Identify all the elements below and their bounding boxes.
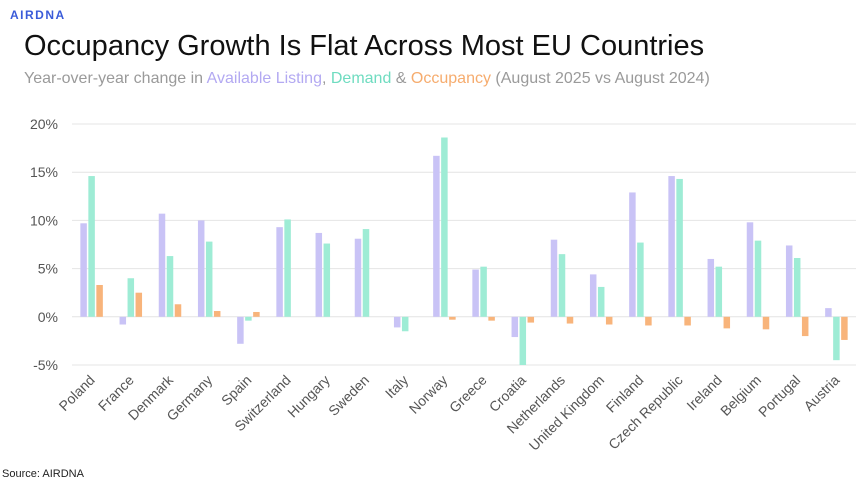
y-tick-label: -5% [33, 357, 58, 373]
bar-demand-ireland [715, 266, 723, 317]
chart-title: Occupancy Growth Is Flat Across Most EU … [24, 30, 705, 62]
bar-occupancy-united-kingdom [605, 316, 613, 325]
bar-demand-austria [833, 316, 840, 361]
bar-available-listing-portugal [785, 245, 793, 317]
bar-occupancy-belgium [762, 316, 770, 330]
bar-occupancy-ireland [723, 316, 731, 329]
bar-demand-hungary [323, 243, 331, 317]
legend-demand: Demand [330, 70, 392, 87]
bar-occupancy-croatia [527, 316, 535, 323]
bar-demand-czech-republic [676, 178, 683, 317]
x-tick-label-poland: Poland [56, 372, 98, 414]
bar-available-listing-czech-republic [668, 176, 675, 317]
y-axis-ticks: -5% 0% 5% 10% 15% 20% [30, 116, 58, 373]
bar-occupancy-spain [253, 311, 260, 317]
bar-available-listing-germany [197, 220, 205, 317]
bar-available-listing-denmark [158, 213, 166, 317]
bar-occupancy-denmark [174, 304, 182, 317]
bar-demand-france [127, 278, 135, 317]
subtitle-suffix: (August 2025 vs August 2024) [490, 70, 710, 87]
bar-available-listing-hungary [315, 232, 323, 317]
x-tick-label-greece: Greece [446, 372, 490, 416]
x-tick-label-spain: Spain [218, 372, 255, 409]
bar-occupancy-germany [213, 311, 221, 317]
x-tick-label-hungary: Hungary [284, 372, 333, 421]
bar-demand-portugal [793, 257, 801, 317]
bar-occupancy-netherlands [566, 316, 574, 324]
bar-occupancy-poland [96, 284, 103, 317]
bar-demand-germany [205, 241, 213, 317]
bar-available-listing-poland [80, 223, 87, 317]
bar-demand-denmark [166, 256, 174, 317]
bar-occupancy-austria [841, 316, 848, 340]
x-tick-label-italy: Italy [382, 372, 411, 401]
bar-demand-norway [441, 137, 448, 317]
bar-available-listing-spain [237, 316, 244, 344]
bar-available-listing-finland [629, 192, 636, 317]
bar-demand-italy [401, 316, 409, 332]
bar-demand-sweden [362, 229, 370, 317]
bar-occupancy-france [135, 292, 143, 317]
brand-logo: AIRDNA [10, 8, 66, 22]
y-tick-label: 0% [38, 309, 58, 325]
x-tick-label-norway: Norway [406, 372, 451, 417]
bar-available-listing-switzerland [276, 227, 283, 317]
bar-available-listing-ireland [707, 258, 715, 317]
x-tick-label-austria: Austria [800, 372, 842, 414]
bar-available-listing-sweden [354, 238, 362, 317]
bar-demand-spain [245, 316, 252, 321]
x-tick-label-portugal: Portugal [755, 372, 803, 420]
bar-occupancy-norway [449, 316, 456, 320]
chart-subtitle: Year-over-year change in Available Listi… [24, 70, 710, 88]
bar-demand-belgium [754, 240, 762, 317]
bar-available-listing-france [119, 316, 127, 325]
subtitle-sep1: , [321, 70, 331, 87]
bar-available-listing-united-kingdom [589, 274, 597, 317]
bars [80, 137, 848, 365]
bar-demand-poland [88, 176, 95, 317]
gridlines [72, 123, 856, 366]
bar-occupancy-portugal [801, 316, 809, 337]
bar-demand-united-kingdom [597, 286, 605, 317]
y-tick-label: 5% [38, 261, 58, 277]
bar-occupancy-greece [488, 316, 495, 321]
bar-demand-finland [637, 242, 644, 317]
bar-available-listing-austria [825, 308, 832, 317]
y-tick-label: 20% [30, 116, 58, 132]
bar-demand-greece [480, 266, 487, 317]
bar-demand-switzerland [284, 219, 291, 317]
subtitle-sep2: & [391, 70, 411, 87]
bar-demand-netherlands [558, 254, 566, 317]
bar-available-listing-belgium [746, 222, 754, 317]
bar-available-listing-norway [433, 155, 440, 317]
subtitle-prefix: Year-over-year change in [24, 70, 207, 87]
bar-available-listing-netherlands [550, 239, 558, 317]
bar-available-listing-greece [472, 269, 479, 317]
y-tick-label: 10% [30, 212, 58, 228]
y-tick-label: 15% [30, 164, 58, 180]
bar-occupancy-czech-republic [684, 316, 691, 326]
legend-occupancy: Occupancy [410, 70, 491, 87]
source-note: Source: AIRDNA [2, 468, 84, 480]
bar-demand-croatia [519, 316, 527, 365]
bar-occupancy-finland [645, 316, 652, 326]
x-tick-label-sweden: Sweden [325, 372, 372, 419]
bar-available-listing-croatia [511, 316, 519, 338]
legend-available-listing: Available Listing [206, 70, 322, 87]
bar-available-listing-italy [393, 316, 401, 328]
